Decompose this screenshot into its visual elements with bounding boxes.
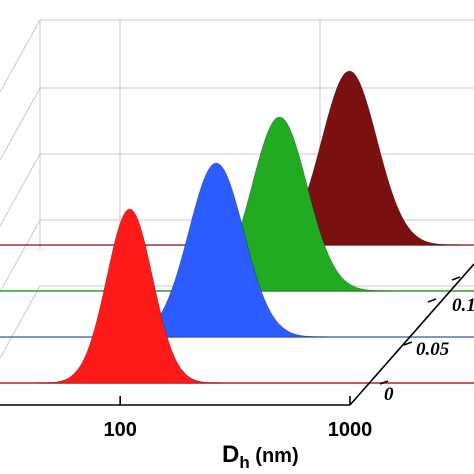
depth-tick xyxy=(379,380,389,385)
depth-tick xyxy=(451,276,461,281)
grid-line-side xyxy=(0,285,41,359)
x-tick-label: 1000 xyxy=(328,419,373,441)
label-layer: Dh (nm) 0 0.05 0.1 xyxy=(222,295,474,472)
x-tick-label: 100 xyxy=(103,419,136,441)
depth-axis-line xyxy=(349,263,474,406)
axis-frame: 100 1000 xyxy=(0,263,474,441)
x-axis-label: Dh (nm) xyxy=(222,441,299,472)
series-depth-label: 0.05 xyxy=(416,339,450,360)
series-peak xyxy=(37,208,222,384)
depth-tick xyxy=(427,298,437,303)
grid-line-side xyxy=(0,153,41,227)
series-depth-label: 0 xyxy=(384,384,394,405)
grid-line-side xyxy=(0,219,41,293)
back-wall-top-edge xyxy=(0,19,474,93)
depth-tick xyxy=(403,341,413,346)
series-layer xyxy=(0,70,474,384)
grid-line-side xyxy=(0,87,41,161)
series-depth-label: 0.1 xyxy=(452,295,474,316)
